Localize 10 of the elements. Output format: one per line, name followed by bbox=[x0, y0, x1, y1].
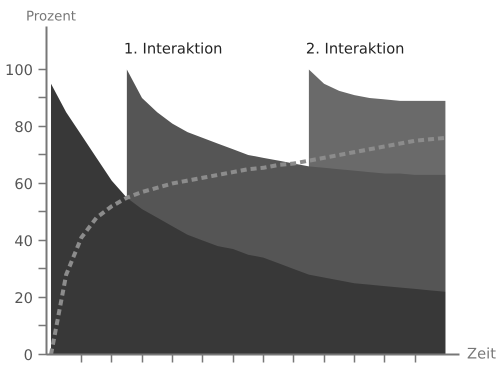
y-axis-title: Prozent bbox=[26, 10, 76, 25]
y-tick-label: 80 bbox=[14, 118, 34, 136]
annotation: 1. Interaktion bbox=[124, 40, 222, 58]
x-axis-title: Zeit bbox=[467, 345, 496, 362]
y-tick-label: 100 bbox=[5, 62, 34, 79]
y-tick-label: 0 bbox=[24, 346, 34, 364]
y-tick-label: 40 bbox=[14, 232, 34, 250]
annotation: 2. Interaktion bbox=[306, 40, 404, 58]
y-tick-label: 20 bbox=[14, 290, 34, 307]
y-tick-label: 60 bbox=[14, 176, 34, 193]
